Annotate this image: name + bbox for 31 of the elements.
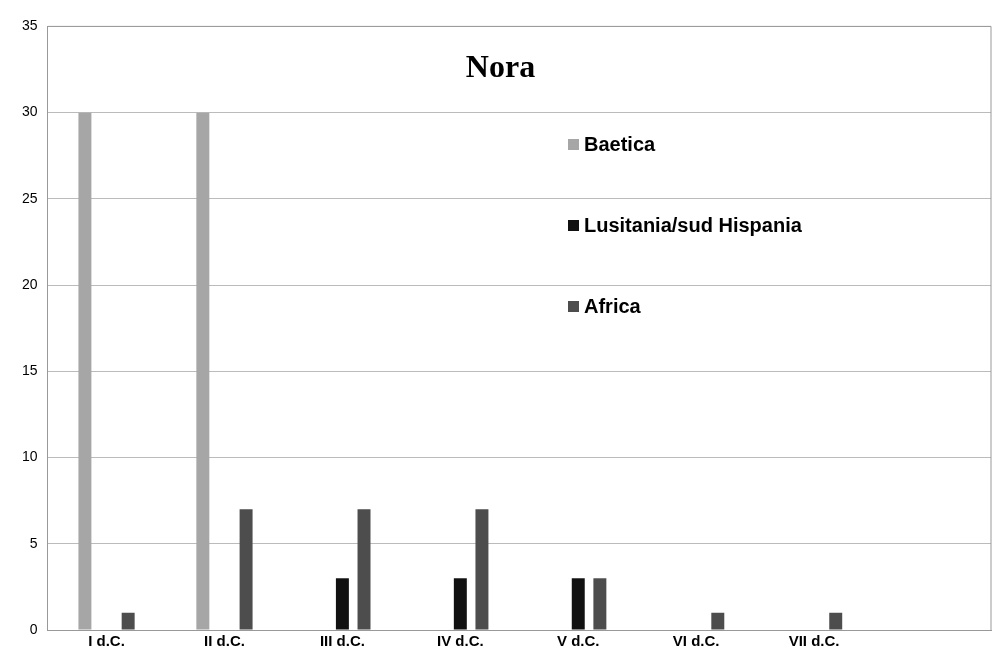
bar xyxy=(711,612,725,630)
y-tick-label: 15 xyxy=(21,362,38,379)
bar xyxy=(239,509,253,630)
x-tick-label: VI d.C. xyxy=(672,632,720,650)
bar xyxy=(593,578,607,630)
x-tick-label: II d.C. xyxy=(204,632,245,650)
bar xyxy=(475,509,489,630)
x-tick-label: IV d.C. xyxy=(436,632,484,650)
y-tick-label: 20 xyxy=(21,275,38,292)
bar xyxy=(357,509,371,630)
y-tick-label: 35 xyxy=(21,17,38,34)
y-tick-label: 0 xyxy=(29,620,38,637)
x-tick-label: III d.C. xyxy=(319,632,365,650)
bar xyxy=(121,612,135,630)
bar xyxy=(571,578,585,630)
x-tick-label: I d.C. xyxy=(88,632,125,650)
bar xyxy=(829,612,843,630)
bar xyxy=(78,112,92,630)
y-tick-label: 25 xyxy=(21,189,38,206)
bar xyxy=(335,578,349,630)
y-tick-label: 30 xyxy=(21,103,38,120)
legend-label: Lusitania/sud Hispania xyxy=(584,214,802,237)
y-tick-label: 10 xyxy=(21,448,38,465)
legend-label: Africa xyxy=(584,295,641,318)
bar xyxy=(453,578,467,630)
text: Nora xyxy=(464,48,537,85)
y-tick-label: 5 xyxy=(29,534,38,551)
x-tick-label: VII d.C. xyxy=(788,632,840,650)
legend-label: Baetica xyxy=(584,133,656,156)
x-tick-label: V d.C. xyxy=(556,632,600,650)
bar xyxy=(196,112,210,630)
